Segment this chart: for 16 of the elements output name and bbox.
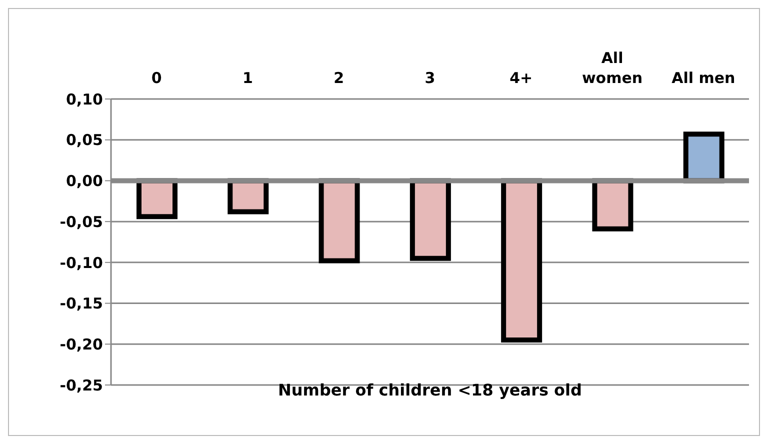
y-tick-label: 0,00 <box>66 172 103 190</box>
x-tick-label: All men <box>672 69 736 87</box>
y-tick-label: 0,05 <box>66 131 103 150</box>
x-tick-label: 1 <box>242 69 253 87</box>
x-tick-label: 3 <box>424 69 436 87</box>
x-axis-title: Number of children <18 years old <box>278 380 582 400</box>
y-tick-label: -0,15 <box>60 294 103 313</box>
y-tick-label: 0,10 <box>66 90 103 108</box>
x-tick-label: 2 <box>334 69 344 87</box>
y-tick-label: -0,05 <box>60 212 103 231</box>
y-tick-label: -0,20 <box>60 335 103 354</box>
x-tick-label: 4+ <box>510 69 533 87</box>
x-tick-label: 0 <box>151 69 162 87</box>
y-tick-label: -0,10 <box>60 254 103 272</box>
x-tick-label: All women <box>582 49 643 87</box>
y-tick-label: -0,25 <box>60 376 103 394</box>
